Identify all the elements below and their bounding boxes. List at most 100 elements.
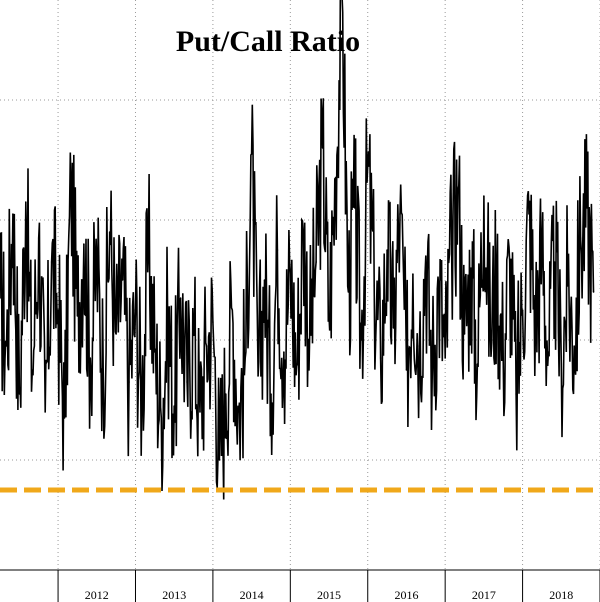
data-point [276, 249, 279, 251]
data-point [354, 207, 356, 209]
data-point [379, 357, 382, 359]
data-point [470, 267, 472, 269]
data-point [218, 459, 221, 461]
data-point [0, 297, 1, 299]
data-point [70, 183, 72, 185]
data-point [347, 291, 350, 293]
data-point [373, 285, 375, 287]
data-point [44, 411, 46, 413]
data-point [270, 393, 272, 395]
data-point [166, 321, 169, 323]
data-point [89, 357, 92, 359]
data-point [328, 315, 330, 317]
chart-title: Put/Call Ratio [176, 25, 360, 58]
data-point [560, 363, 563, 365]
data-point [554, 261, 556, 263]
data-point [50, 261, 53, 263]
x-tick-label: 2013 [162, 588, 186, 602]
data-point [360, 339, 363, 341]
data-point [302, 231, 305, 233]
data-point [392, 327, 395, 329]
data-point [237, 411, 240, 413]
data-point [57, 309, 59, 311]
data-point [547, 351, 550, 353]
data-point [173, 405, 175, 407]
data-point [425, 255, 427, 257]
data-point [489, 327, 492, 329]
x-tick-label: 2012 [85, 588, 109, 602]
data-point [592, 291, 595, 293]
data-point [283, 351, 285, 353]
data-point [495, 273, 498, 275]
data-point [147, 249, 150, 251]
data-point [457, 189, 459, 191]
data-point [431, 369, 434, 371]
data-point [18, 393, 21, 395]
data-point [63, 417, 66, 419]
data-point [141, 393, 143, 395]
data-point [418, 345, 421, 347]
data-point [250, 153, 253, 155]
x-axis: 2012 2013 2014 2015 2016 2017 2018 [0, 569, 600, 602]
data-point [179, 297, 182, 299]
series-layer [0, 0, 600, 500]
data-point [295, 363, 298, 365]
data-point [534, 321, 537, 323]
data-point [334, 177, 337, 179]
data-point [386, 249, 388, 251]
data-point [31, 369, 34, 371]
put-call-ratio-line [0, 0, 595, 500]
data-point [12, 213, 14, 215]
data-point [541, 249, 543, 251]
data-point [225, 393, 227, 395]
data-point [128, 381, 130, 383]
data-point [95, 261, 98, 263]
data-point [315, 261, 317, 263]
data-point [450, 243, 453, 245]
data-point [515, 393, 517, 395]
data-point [483, 195, 485, 197]
data-point [115, 333, 117, 335]
x-tick-label: 2018 [549, 588, 573, 602]
data-point [308, 333, 311, 335]
data-point [508, 261, 511, 263]
data-point [212, 321, 214, 323]
data-point [257, 375, 259, 377]
data-point [405, 369, 408, 371]
data-point [199, 411, 201, 413]
data-point [463, 333, 466, 335]
data-point [231, 309, 234, 311]
x-tick-label: 2016 [394, 588, 418, 602]
x-tick-label: 2015 [317, 588, 341, 602]
data-point [83, 243, 85, 245]
data-point [205, 345, 208, 347]
data-point [412, 273, 414, 275]
data-point [263, 279, 266, 281]
data-point [121, 279, 124, 281]
data-point [192, 333, 195, 335]
data-point [160, 417, 163, 419]
data-point [154, 351, 156, 353]
data-point [186, 381, 188, 383]
data-point [76, 315, 79, 317]
data-point [25, 201, 27, 203]
data-point [566, 285, 569, 287]
data-point [476, 363, 479, 365]
data-point [134, 309, 137, 311]
data-point [579, 237, 582, 239]
data-point [321, 147, 324, 149]
data-point [108, 231, 111, 233]
data-point [37, 237, 40, 239]
data-point [244, 357, 246, 359]
data-point [573, 345, 575, 347]
x-tick-label: 2014 [240, 588, 264, 602]
data-point [437, 285, 440, 287]
data-point [289, 273, 292, 275]
data-point [528, 213, 530, 215]
data-point [5, 345, 8, 347]
data-point [586, 207, 588, 209]
data-point [444, 357, 446, 359]
data-point [502, 357, 505, 359]
data-point [366, 165, 369, 167]
